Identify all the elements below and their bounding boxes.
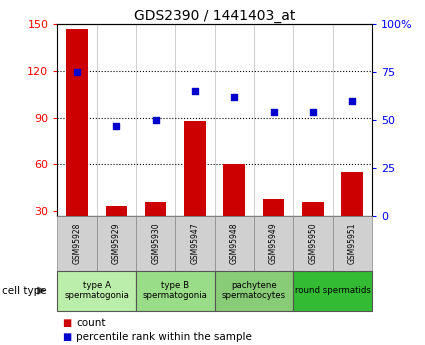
Bar bbox=[105, 206, 127, 258]
Text: GSM95947: GSM95947 bbox=[190, 223, 199, 264]
Point bbox=[349, 98, 356, 104]
Bar bbox=[341, 172, 363, 258]
Text: cell type: cell type bbox=[2, 286, 47, 296]
Text: type A
spermatogonia: type A spermatogonia bbox=[64, 281, 129, 300]
Bar bbox=[145, 201, 167, 258]
Text: ■: ■ bbox=[62, 333, 71, 342]
Title: GDS2390 / 1441403_at: GDS2390 / 1441403_at bbox=[134, 9, 295, 23]
Bar bbox=[263, 198, 284, 258]
Bar bbox=[224, 164, 245, 258]
Bar bbox=[184, 121, 206, 258]
Text: ■: ■ bbox=[62, 318, 71, 327]
Point bbox=[152, 117, 159, 122]
Point bbox=[270, 109, 277, 115]
Text: GSM95950: GSM95950 bbox=[309, 223, 317, 264]
Point bbox=[113, 123, 120, 128]
Point bbox=[74, 69, 80, 75]
Text: GSM95928: GSM95928 bbox=[73, 223, 82, 264]
Text: GSM95948: GSM95948 bbox=[230, 223, 239, 264]
Point bbox=[231, 94, 238, 100]
Bar bbox=[302, 201, 324, 258]
Text: GSM95949: GSM95949 bbox=[269, 223, 278, 264]
Point bbox=[192, 88, 198, 94]
Text: round spermatids: round spermatids bbox=[295, 286, 371, 295]
Bar bbox=[66, 29, 88, 258]
Text: GSM95930: GSM95930 bbox=[151, 223, 160, 264]
Point bbox=[309, 109, 316, 115]
Text: count: count bbox=[76, 318, 106, 327]
Text: type B
spermatogonia: type B spermatogonia bbox=[143, 281, 208, 300]
Text: percentile rank within the sample: percentile rank within the sample bbox=[76, 333, 252, 342]
Text: GSM95929: GSM95929 bbox=[112, 223, 121, 264]
Text: GSM95951: GSM95951 bbox=[348, 223, 357, 264]
Text: pachytene
spermatocytes: pachytene spermatocytes bbox=[222, 281, 286, 300]
